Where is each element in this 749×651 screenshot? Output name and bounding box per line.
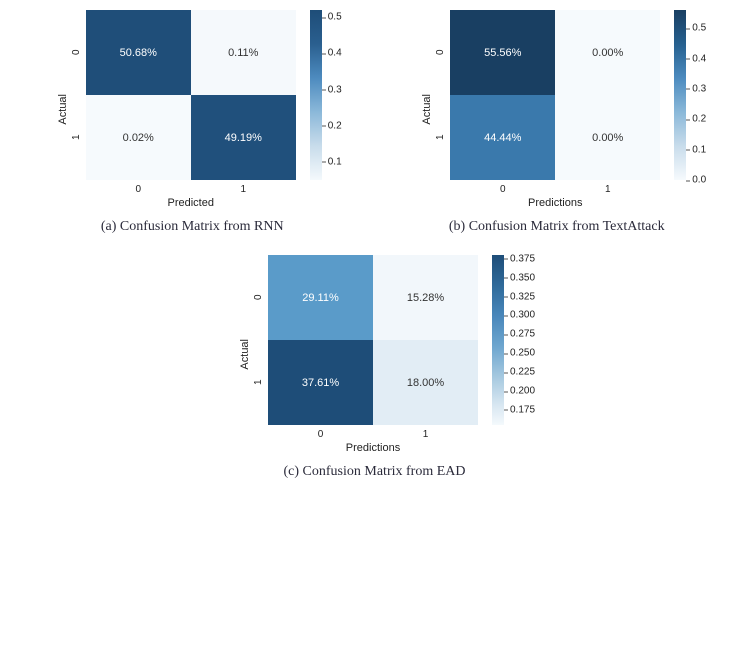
panel-caption: (b) Confusion Matrix from TextAttack: [449, 219, 665, 235]
panel-caption: (c) Confusion Matrix from EAD: [284, 464, 466, 480]
colorbar-tick: 0.5: [328, 12, 342, 23]
heatmap-grid: 50.68%0.11%0.02%49.19%: [86, 10, 296, 180]
colorbar: 0.50.40.30.20.1: [310, 10, 328, 180]
colorbar-tick: 0.325: [510, 291, 535, 302]
bottom-row: Actual0129.11%15.28%37.61%18.00%01Predic…: [10, 255, 739, 480]
colorbar-tick: 0.350: [510, 272, 535, 283]
axis-block: 50.68%0.11%0.02%49.19%01Predicted: [86, 10, 296, 209]
colorbar-tick: 0.2: [328, 120, 342, 131]
y-ticks: 01: [71, 10, 82, 180]
panel-b: Actual0155.56%0.00%44.44%0.00%01Predicti…: [421, 10, 692, 235]
colorbar-tick: 0.225: [510, 367, 535, 378]
heatmap-cell: 0.11%: [191, 10, 296, 95]
heatmap-grid: 29.11%15.28%37.61%18.00%: [268, 255, 478, 425]
y-tick: 0: [71, 10, 82, 95]
heatmap-cell: 0.02%: [86, 95, 191, 180]
x-tick: 0: [268, 429, 373, 440]
colorbar: 0.3750.3500.3250.3000.2750.2500.2250.200…: [492, 255, 510, 425]
y-ticks: 01: [435, 10, 446, 180]
y-axis-label: Actual: [57, 94, 69, 125]
colorbar-tick: 0.200: [510, 386, 535, 397]
panel-c: Actual0129.11%15.28%37.61%18.00%01Predic…: [239, 255, 510, 480]
y-tick: 0: [253, 255, 264, 340]
heatmap-cell: 50.68%: [86, 10, 191, 95]
x-axis-label: Predictions: [346, 442, 400, 454]
x-tick: 1: [191, 184, 296, 195]
heatmap-cell: 29.11%: [268, 255, 373, 340]
colorbar-tick: 0.1: [692, 144, 706, 155]
heatmap-grid: 55.56%0.00%44.44%0.00%: [450, 10, 660, 180]
heatmap-cell: 37.61%: [268, 340, 373, 425]
colorbar-gradient: [674, 10, 686, 180]
y-tick: 1: [253, 340, 264, 425]
axis-block: 55.56%0.00%44.44%0.00%01Predictions: [450, 10, 660, 209]
colorbar-tick: 0.1: [328, 156, 342, 167]
x-axis-label: Predicted: [168, 197, 214, 209]
axis-block: 29.11%15.28%37.61%18.00%01Predictions: [268, 255, 478, 454]
colorbar-tick: 0.3: [328, 84, 342, 95]
y-axis-label: Actual: [239, 339, 251, 370]
x-tick: 0: [450, 184, 555, 195]
colorbar-tick: 0.375: [510, 253, 535, 264]
heatmap-cell: 0.00%: [555, 95, 660, 180]
colorbar-tick: 0.5: [692, 23, 706, 34]
y-ticks: 01: [253, 255, 264, 425]
panel-a: Actual0150.68%0.11%0.02%49.19%01Predicte…: [57, 10, 328, 235]
heatmap-cell: 18.00%: [373, 340, 478, 425]
chart-area: Actual0150.68%0.11%0.02%49.19%01Predicte…: [57, 10, 328, 209]
heatmap-cell: 49.19%: [191, 95, 296, 180]
y-tick: 1: [71, 95, 82, 180]
colorbar: 0.50.40.30.20.10.0: [674, 10, 692, 180]
y-axis-label: Actual: [421, 94, 433, 125]
colorbar-gradient: [492, 255, 504, 425]
colorbar-tick: 0.300: [510, 310, 535, 321]
y-tick: 0: [435, 10, 446, 95]
x-tick: 0: [86, 184, 191, 195]
x-ticks: 01: [268, 429, 478, 440]
x-tick: 1: [555, 184, 660, 195]
y-tick: 1: [435, 95, 446, 180]
colorbar-tick: 0.250: [510, 348, 535, 359]
x-ticks: 01: [86, 184, 296, 195]
colorbar-tick: 0.0: [692, 175, 706, 186]
colorbar-gradient: [310, 10, 322, 180]
chart-area: Actual0129.11%15.28%37.61%18.00%01Predic…: [239, 255, 510, 454]
x-axis-label: Predictions: [528, 197, 582, 209]
x-ticks: 01: [450, 184, 660, 195]
x-tick: 1: [373, 429, 478, 440]
panel-caption: (a) Confusion Matrix from RNN: [101, 219, 284, 235]
colorbar-tick: 0.4: [692, 53, 706, 64]
colorbar-tick: 0.3: [692, 83, 706, 94]
colorbar-tick: 0.2: [692, 114, 706, 125]
colorbar-tick: 0.4: [328, 48, 342, 59]
top-row: Actual0150.68%0.11%0.02%49.19%01Predicte…: [10, 10, 739, 235]
heatmap-cell: 0.00%: [555, 10, 660, 95]
heatmap-cell: 15.28%: [373, 255, 478, 340]
heatmap-cell: 55.56%: [450, 10, 555, 95]
chart-area: Actual0155.56%0.00%44.44%0.00%01Predicti…: [421, 10, 692, 209]
colorbar-tick: 0.275: [510, 329, 535, 340]
heatmap-cell: 44.44%: [450, 95, 555, 180]
colorbar-tick: 0.175: [510, 404, 535, 415]
